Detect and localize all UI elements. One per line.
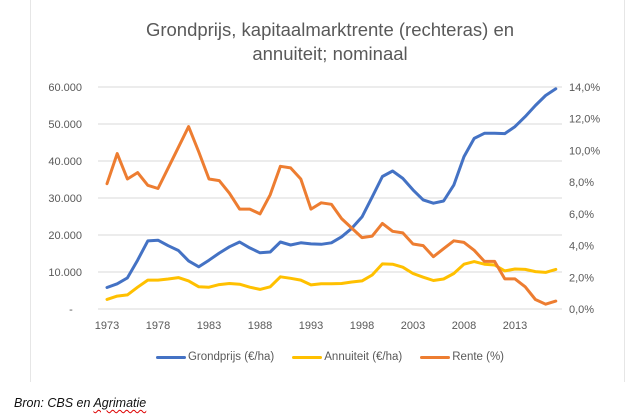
legend: Grondprijs (€/ha) Annuiteit (€/ha) Rente… (0, 351, 625, 363)
x-tick-label: 2008 (452, 320, 476, 332)
source-note: Bron: CBS en Agrimatie (14, 396, 146, 410)
legend-label-annuiteit: Annuiteit (€/ha) (324, 351, 403, 363)
x-tick-label: 2003 (401, 320, 425, 332)
y2-tick-label: 0,0% (569, 304, 594, 316)
y-tick-label: - (69, 304, 73, 316)
y-tick-label: 20.000 (48, 230, 82, 242)
legend-item-annuiteit[interactable]: Annuiteit (€/ha) (292, 351, 402, 363)
series-line-annuiteit (105, 260, 558, 301)
legend-swatch-rente (420, 355, 451, 359)
x-tick-label: 1993 (299, 320, 323, 332)
chart-title-line-2: annuiteit; nominaal (252, 43, 408, 64)
y-axis-right-ticks: 0,0% 2,0% 4,0% 6,0% 8,0% 10,0% 12,0% 14,0% (569, 82, 600, 316)
legend-label-rente: Rente (%) (452, 351, 505, 363)
x-tick-label: 2013 (503, 320, 527, 332)
source-agrimatie: Agrimatie (93, 396, 147, 410)
chart-title: Grondprijs, kapitaalmarktrente (rechtera… (0, 18, 625, 66)
y2-tick-label: 2,0% (569, 272, 594, 284)
gridlines (98, 86, 562, 310)
x-tick-label: 1988 (248, 320, 272, 332)
x-axis-ticks: 1973 1978 1983 1988 1993 1998 2003 2008 2013 (95, 320, 527, 332)
legend-item-rente[interactable]: Rente (%) (420, 351, 504, 363)
y2-tick-label: 14,0% (569, 82, 600, 94)
x-tick-label: 1983 (197, 320, 221, 332)
x-tick-label: 1973 (95, 320, 119, 332)
source-prefix: Bron: CBS en (14, 396, 94, 410)
y-tick-label: 50.000 (48, 119, 82, 131)
legend-swatch-grondprijs (155, 355, 186, 359)
y2-tick-label: 8,0% (569, 177, 594, 189)
y2-tick-label: 4,0% (569, 241, 594, 253)
series-line-grondprijs (105, 87, 558, 289)
chart-title-line-1: Grondprijs, kapitaalmarktrente (rechtera… (145, 19, 515, 40)
legend-swatch-annuiteit (292, 355, 323, 359)
y-axis-left-ticks: - 10.000 20.000 30.000 40.000 50.000 60.000 (48, 82, 82, 316)
y-tick-label: 60.000 (48, 82, 82, 94)
y-tick-label: 40.000 (48, 156, 82, 168)
y-tick-label: 10.000 (48, 267, 82, 279)
y2-tick-label: 10,0% (569, 145, 600, 157)
series-lines (105, 87, 558, 306)
x-tick-label: 1978 (146, 320, 170, 332)
y2-tick-label: 12,0% (569, 114, 600, 126)
legend-label-grondprijs: Grondprijs (€/ha) (187, 351, 275, 363)
x-tick-label: 1998 (350, 320, 374, 332)
y2-tick-label: 6,0% (569, 209, 594, 221)
legend-item-grondprijs[interactable]: Grondprijs (€/ha) (155, 351, 275, 363)
y-tick-label: 30.000 (48, 193, 82, 205)
